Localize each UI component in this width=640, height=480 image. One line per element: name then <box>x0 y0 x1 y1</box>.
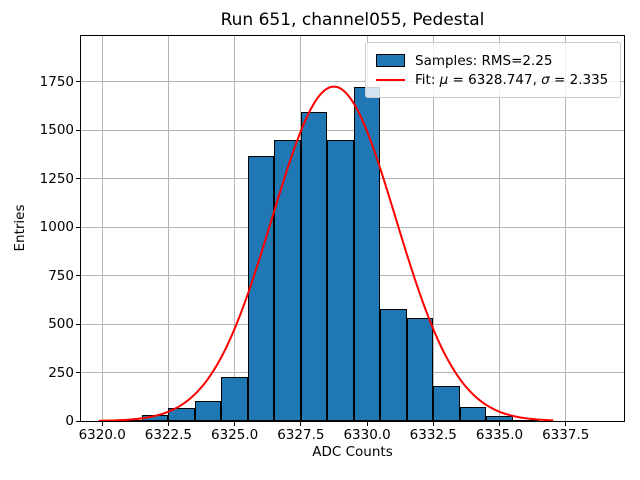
x-tick <box>234 422 236 426</box>
histogram-bar <box>247 155 275 421</box>
x-axis-label: ADC Counts <box>312 444 393 460</box>
legend-fit-label: Fit: μ = 6328.747, σ = 2.335 <box>415 72 608 88</box>
y-tick-label: 1500 <box>39 122 74 139</box>
y-tick <box>76 129 80 131</box>
gridline-vertical <box>167 36 169 421</box>
histogram-bar <box>406 317 434 421</box>
x-tick <box>366 422 368 426</box>
legend-row-samples: Samples: RMS=2.25 <box>376 52 610 69</box>
x-tick-label: 6330.0 <box>343 427 391 443</box>
y-tick-label: 500 <box>48 316 74 333</box>
x-tick-label: 6322.5 <box>144 427 193 443</box>
y-tick <box>76 323 80 325</box>
x-tick <box>499 422 500 426</box>
histogram-swatch-icon <box>376 54 405 67</box>
y-tick <box>76 420 80 422</box>
y-tick <box>76 81 80 83</box>
y-tick <box>76 226 80 228</box>
gridline-vertical <box>565 36 567 421</box>
histogram-bar <box>300 111 328 421</box>
gridline-horizontal <box>81 129 624 131</box>
gridline-vertical <box>234 36 236 421</box>
mu-symbol: μ <box>439 71 449 88</box>
gridline-vertical <box>499 36 500 421</box>
sigma-symbol: σ <box>541 71 550 88</box>
chart-title: Run 651, channel055, Pedestal <box>220 10 485 30</box>
y-tick <box>76 372 80 374</box>
histogram-bar <box>380 308 407 421</box>
gaussian-fit-curve <box>98 85 554 421</box>
y-tick-label: 750 <box>48 267 74 284</box>
histogram-bar <box>194 400 222 421</box>
histogram-bar <box>353 87 381 421</box>
histogram-bar <box>512 420 540 423</box>
x-tick-label: 6332.5 <box>409 427 457 443</box>
x-tick <box>300 422 302 426</box>
legend-fit-mu-value: = 6328.747, <box>448 71 542 88</box>
y-tick-label: 1000 <box>39 219 74 236</box>
legend-fit-sigma-value: = 2.335 <box>549 71 609 88</box>
legend-samples-label: Samples: RMS=2.25 <box>415 52 553 69</box>
histogram-bar <box>433 386 460 421</box>
legend-fit-prefix: Fit: <box>415 71 440 88</box>
fit-line-swatch-icon <box>376 78 405 81</box>
y-tick-label: 1750 <box>39 73 74 90</box>
fit-curve-line <box>98 85 554 421</box>
legend: Samples: RMS=2.25 Fit: μ = 6328.747, σ =… <box>365 42 621 98</box>
x-tick-label: 6320.0 <box>78 427 126 443</box>
gridline-vertical <box>101 36 103 421</box>
y-tick-label: 0 <box>65 413 74 429</box>
y-tick <box>76 178 80 180</box>
legend-row-fit: Fit: μ = 6328.747, σ = 2.335 <box>376 71 610 88</box>
x-tick <box>101 422 103 426</box>
plot-area: Samples: RMS=2.25 Fit: μ = 6328.747, σ =… <box>80 35 625 423</box>
histogram-bar <box>274 140 301 421</box>
gridline-horizontal <box>81 81 624 83</box>
x-tick-label: 6337.5 <box>542 427 590 443</box>
x-tick <box>432 422 434 426</box>
y-tick-label: 250 <box>48 364 74 381</box>
histogram-bar <box>327 140 354 421</box>
histogram-bar <box>168 407 195 421</box>
histogram-bar <box>459 407 487 421</box>
histogram-bar <box>486 416 513 421</box>
x-tick <box>167 422 169 426</box>
x-tick-label: 6335.0 <box>475 427 524 443</box>
x-tick-label: 6327.5 <box>277 427 325 443</box>
y-tick-label: 1250 <box>39 170 74 187</box>
x-tick <box>565 422 567 426</box>
gridline-vertical <box>432 36 434 421</box>
histogram-bar <box>221 376 248 421</box>
histogram-bars-layer <box>81 36 624 423</box>
y-tick <box>76 275 80 277</box>
x-tick-label: 6325.0 <box>211 427 259 443</box>
